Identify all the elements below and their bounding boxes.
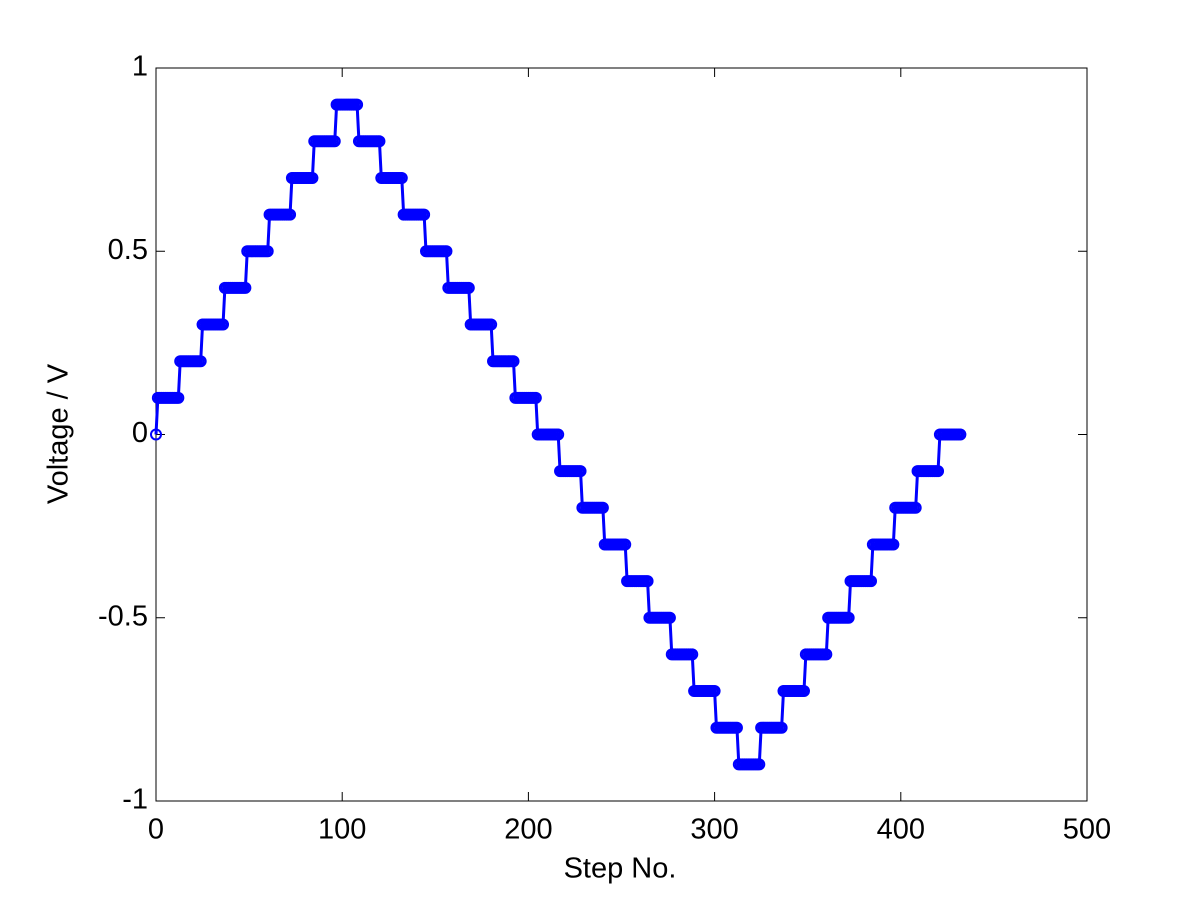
- marker: [641, 575, 654, 588]
- marker: [887, 538, 900, 551]
- marker: [775, 721, 788, 734]
- x-tick-label: 400: [877, 814, 925, 846]
- marker: [261, 245, 274, 258]
- marker: [954, 428, 967, 441]
- marker: [932, 465, 945, 478]
- marker: [820, 648, 833, 661]
- marker: [865, 575, 878, 588]
- x-tick-label: 500: [1063, 814, 1111, 846]
- marker: [373, 135, 386, 148]
- marker: [753, 758, 766, 771]
- marker: [485, 318, 498, 331]
- x-tick-label: 300: [690, 814, 738, 846]
- marker: [194, 355, 207, 368]
- marker: [797, 685, 810, 698]
- x-tick-label: 100: [318, 814, 366, 846]
- marker: [462, 281, 475, 294]
- marker: [686, 648, 699, 661]
- y-tick-label: -0.5: [98, 600, 148, 632]
- marker: [552, 428, 565, 441]
- marker: [596, 501, 609, 514]
- marker: [351, 98, 364, 111]
- marker: [529, 391, 542, 404]
- marker: [217, 318, 230, 331]
- marker: [440, 245, 453, 258]
- marker: [418, 208, 431, 221]
- marker: [842, 611, 855, 624]
- marker: [619, 538, 632, 551]
- marker: [150, 428, 162, 441]
- marker: [306, 171, 319, 184]
- x-tick-label: 0: [148, 814, 164, 846]
- marker: [730, 721, 743, 734]
- marker: [395, 171, 408, 184]
- marker: [284, 208, 297, 221]
- y-tick-label: 0: [132, 417, 148, 449]
- x-axis-label: Step No.: [564, 853, 677, 885]
- y-tick-label: 1: [132, 51, 148, 83]
- plot-area: [155, 67, 1088, 802]
- marker: [239, 281, 252, 294]
- marker: [574, 465, 587, 478]
- x-tick-label: 200: [504, 814, 552, 846]
- y-axis-label: Voltage / V: [43, 363, 75, 504]
- y-tick-label: 0.5: [108, 234, 148, 266]
- marker: [909, 501, 922, 514]
- y-tick-label: -1: [122, 784, 148, 816]
- marker: [172, 391, 185, 404]
- marker: [507, 355, 520, 368]
- marker: [663, 611, 676, 624]
- marker: [708, 685, 721, 698]
- marker: [328, 135, 341, 148]
